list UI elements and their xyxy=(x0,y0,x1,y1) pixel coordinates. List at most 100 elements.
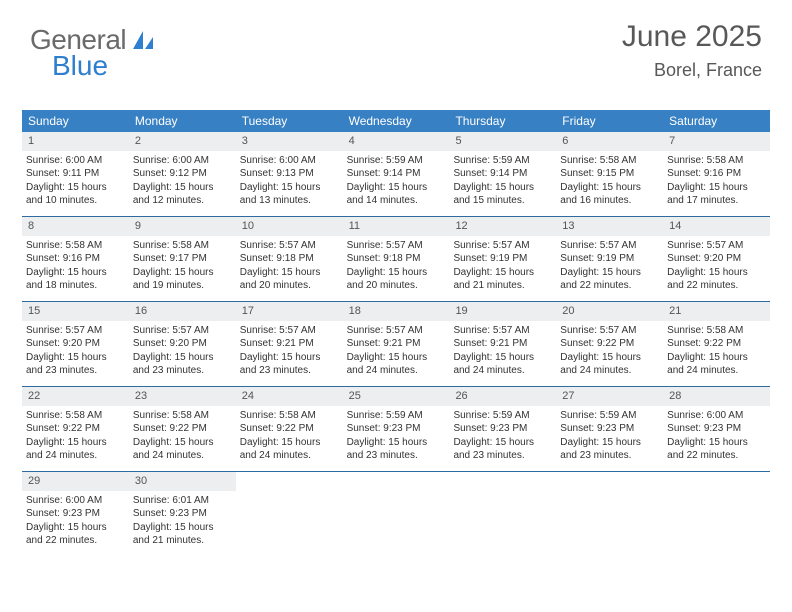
daylight-text: Daylight: 15 hours and 17 minutes. xyxy=(667,181,766,208)
sunrise-text: Sunrise: 5:59 AM xyxy=(560,409,659,423)
day-number: 30 xyxy=(129,472,236,491)
day-number: 24 xyxy=(236,387,343,406)
sunrise-text: Sunrise: 5:57 AM xyxy=(347,324,446,338)
calendar-day: 22Sunrise: 5:58 AMSunset: 9:22 PMDayligh… xyxy=(22,387,129,471)
sunrise-text: Sunrise: 5:57 AM xyxy=(560,324,659,338)
sunrise-text: Sunrise: 5:57 AM xyxy=(347,239,446,253)
sunrise-text: Sunrise: 6:00 AM xyxy=(26,154,125,168)
sunset-text: Sunset: 9:23 PM xyxy=(347,422,446,436)
daylight-text: Daylight: 15 hours and 24 minutes. xyxy=(26,436,125,463)
calendar-day: 20Sunrise: 5:57 AMSunset: 9:22 PMDayligh… xyxy=(556,302,663,386)
day-number: 29 xyxy=(22,472,129,491)
day-number: 4 xyxy=(343,132,450,151)
daylight-text: Daylight: 15 hours and 22 minutes. xyxy=(667,266,766,293)
sunset-text: Sunset: 9:22 PM xyxy=(133,422,232,436)
sunrise-text: Sunrise: 6:00 AM xyxy=(240,154,339,168)
day-number: 14 xyxy=(663,217,770,236)
sunrise-text: Sunrise: 5:58 AM xyxy=(26,239,125,253)
daylight-text: Daylight: 15 hours and 23 minutes. xyxy=(133,351,232,378)
weekday-friday: Friday xyxy=(556,110,663,132)
day-number: 8 xyxy=(22,217,129,236)
calendar-day: 1 Sunrise: 6:00 AMSunset: 9:11 PMDaylight… xyxy=(22,132,129,216)
daylight-text: Daylight: 15 hours and 24 minutes. xyxy=(240,436,339,463)
calendar-day: 27Sunrise: 5:59 AMSunset: 9:23 PMDayligh… xyxy=(556,387,663,471)
daylight-text: Daylight: 15 hours and 18 minutes. xyxy=(26,266,125,293)
calendar-week: 22Sunrise: 5:58 AMSunset: 9:22 PMDayligh… xyxy=(22,386,770,471)
weekday-header: Sunday Monday Tuesday Wednesday Thursday… xyxy=(22,110,770,132)
daylight-text: Daylight: 15 hours and 10 minutes. xyxy=(26,181,125,208)
day-number: 17 xyxy=(236,302,343,321)
day-number: 21 xyxy=(663,302,770,321)
calendar-day xyxy=(343,472,450,556)
sunrise-text: Sunrise: 5:58 AM xyxy=(667,154,766,168)
sunrise-text: Sunrise: 5:59 AM xyxy=(347,154,446,168)
day-number: 16 xyxy=(129,302,236,321)
sunset-text: Sunset: 9:23 PM xyxy=(667,422,766,436)
calendar-day: 4Sunrise: 5:59 AMSunset: 9:14 PMDaylight… xyxy=(343,132,450,216)
calendar-day: 16 Sunrise: 5:57 AMSunset: 9:20 PMDayligh… xyxy=(129,302,236,386)
day-number: 18 xyxy=(343,302,450,321)
sunset-text: Sunset: 9:20 PM xyxy=(133,337,232,351)
daylight-text: Daylight: 15 hours and 22 minutes. xyxy=(26,521,125,548)
daylight-text: Daylight: 15 hours and 14 minutes. xyxy=(347,181,446,208)
calendar-day: 29Sunrise: 6:00 AMSunset: 9:23 PMDayligh… xyxy=(22,472,129,556)
sunrise-text: Sunrise: 5:57 AM xyxy=(26,324,125,338)
sunrise-text: Sunrise: 5:58 AM xyxy=(26,409,125,423)
calendar-day xyxy=(236,472,343,556)
weekday-wednesday: Wednesday xyxy=(343,110,450,132)
sunset-text: Sunset: 9:11 PM xyxy=(26,167,125,181)
day-number: 12 xyxy=(449,217,556,236)
sunrise-text: Sunrise: 5:57 AM xyxy=(560,239,659,253)
calendar-day: 26Sunrise: 5:59 AMSunset: 9:23 PMDayligh… xyxy=(449,387,556,471)
sunrise-text: Sunrise: 5:59 AM xyxy=(453,409,552,423)
sunrise-text: Sunrise: 5:57 AM xyxy=(453,239,552,253)
daylight-text: Daylight: 15 hours and 20 minutes. xyxy=(347,266,446,293)
calendar-day: 15Sunrise: 5:57 AMSunset: 9:20 PMDayligh… xyxy=(22,302,129,386)
calendar-day: 30Sunrise: 6:01 AMSunset: 9:23 PMDayligh… xyxy=(129,472,236,556)
calendar-day: 10Sunrise: 5:57 AMSunset: 9:18 PMDayligh… xyxy=(236,217,343,301)
day-number: 1 xyxy=(22,132,129,151)
weekday-saturday: Saturday xyxy=(663,110,770,132)
sunrise-text: Sunrise: 5:58 AM xyxy=(667,324,766,338)
daylight-text: Daylight: 15 hours and 22 minutes. xyxy=(560,266,659,293)
day-number: 9 xyxy=(129,217,236,236)
weekday-tuesday: Tuesday xyxy=(236,110,343,132)
calendar-day xyxy=(556,472,663,556)
daylight-text: Daylight: 15 hours and 24 minutes. xyxy=(667,351,766,378)
calendar-day: 14Sunrise: 5:57 AMSunset: 9:20 PMDayligh… xyxy=(663,217,770,301)
sunrise-text: Sunrise: 6:00 AM xyxy=(667,409,766,423)
sunset-text: Sunset: 9:21 PM xyxy=(453,337,552,351)
daylight-text: Daylight: 15 hours and 12 minutes. xyxy=(133,181,232,208)
weekday-thursday: Thursday xyxy=(449,110,556,132)
day-number: 23 xyxy=(129,387,236,406)
calendar-week: 1Sunrise: 6:00 AMSunset: 9:11 PMDaylight… xyxy=(22,132,770,216)
sunrise-text: Sunrise: 5:57 AM xyxy=(133,324,232,338)
calendar-day: 9Sunrise: 5:58 AMSunset: 9:17 PMDaylight… xyxy=(129,217,236,301)
sunrise-text: Sunrise: 5:58 AM xyxy=(133,409,232,423)
day-number: 13 xyxy=(556,217,663,236)
weekday-monday: Monday xyxy=(129,110,236,132)
sunset-text: Sunset: 9:17 PM xyxy=(133,252,232,266)
sunset-text: Sunset: 9:23 PM xyxy=(453,422,552,436)
weekday-sunday: Sunday xyxy=(22,110,129,132)
calendar: Sunday Monday Tuesday Wednesday Thursday… xyxy=(22,110,770,556)
day-number: 2 xyxy=(129,132,236,151)
sunrise-text: Sunrise: 5:59 AM xyxy=(347,409,446,423)
sunset-text: Sunset: 9:16 PM xyxy=(667,167,766,181)
calendar-day: 28Sunrise: 6:00 AMSunset: 9:23 PMDayligh… xyxy=(663,387,770,471)
calendar-day: 3Sunrise: 6:00 AMSunset: 9:13 PMDaylight… xyxy=(236,132,343,216)
calendar-day: 6Sunrise: 5:58 AMSunset: 9:15 PMDaylight… xyxy=(556,132,663,216)
calendar-day: 21Sunrise: 5:58 AMSunset: 9:22 PMDayligh… xyxy=(663,302,770,386)
sunset-text: Sunset: 9:12 PM xyxy=(133,167,232,181)
calendar-day: 11Sunrise: 5:57 AMSunset: 9:18 PMDayligh… xyxy=(343,217,450,301)
sunset-text: Sunset: 9:23 PM xyxy=(133,507,232,521)
sunset-text: Sunset: 9:13 PM xyxy=(240,167,339,181)
daylight-text: Daylight: 15 hours and 21 minutes. xyxy=(133,521,232,548)
sunrise-text: Sunrise: 5:58 AM xyxy=(133,239,232,253)
calendar-day: 13Sunrise: 5:57 AMSunset: 9:19 PMDayligh… xyxy=(556,217,663,301)
sunset-text: Sunset: 9:18 PM xyxy=(347,252,446,266)
calendar-day: 8Sunrise: 5:58 AMSunset: 9:16 PMDaylight… xyxy=(22,217,129,301)
day-number: 15 xyxy=(22,302,129,321)
sunrise-text: Sunrise: 5:57 AM xyxy=(240,239,339,253)
calendar-week: 8Sunrise: 5:58 AMSunset: 9:16 PMDaylight… xyxy=(22,216,770,301)
